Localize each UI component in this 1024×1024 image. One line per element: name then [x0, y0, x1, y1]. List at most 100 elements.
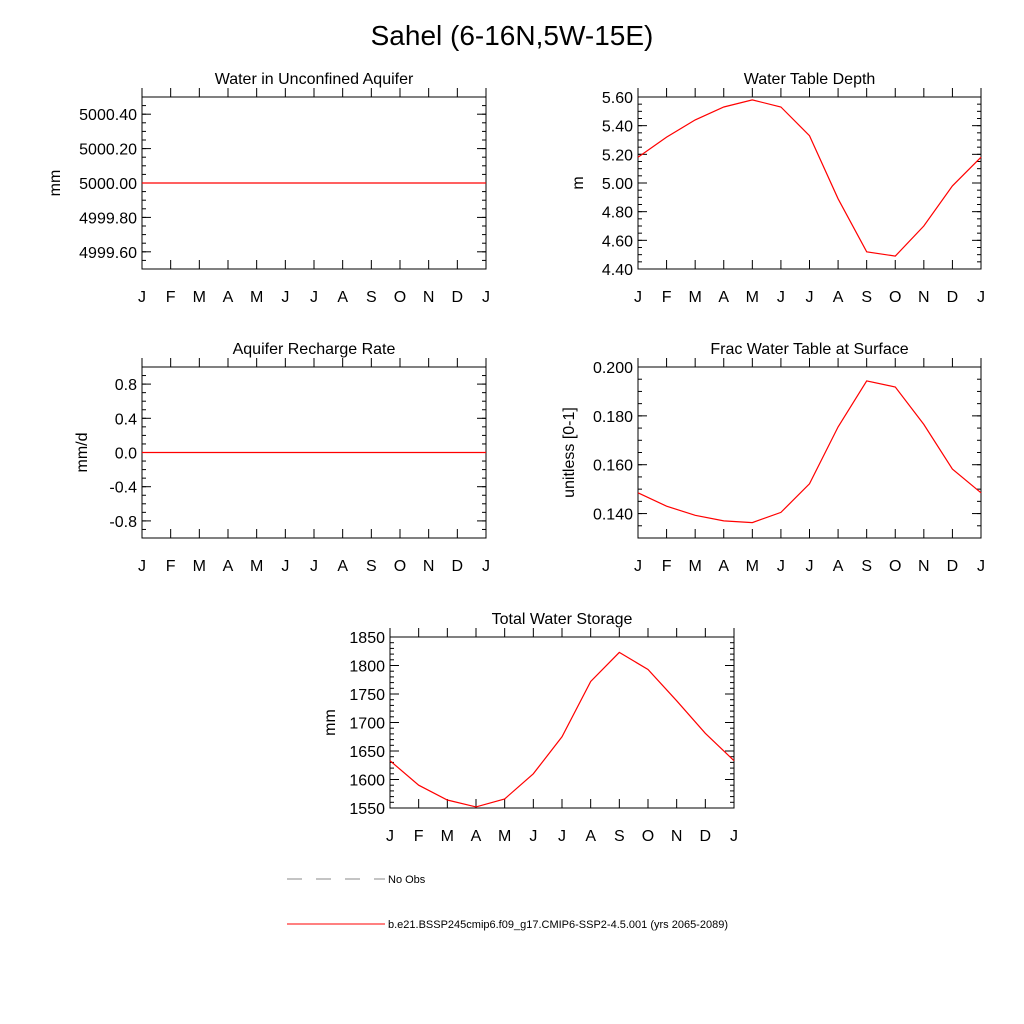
- x-tick-label: J: [806, 289, 814, 306]
- x-tick-label: S: [614, 828, 625, 845]
- x-tick-label: D: [452, 558, 464, 575]
- x-tick-label: N: [671, 828, 683, 845]
- x-tick-label: M: [250, 558, 263, 575]
- x-tick-label: J: [138, 558, 146, 575]
- x-tick-label: M: [193, 289, 206, 306]
- x-tick-label: A: [585, 828, 596, 845]
- x-tick-label: A: [833, 289, 844, 306]
- y-tick-label: 0.8: [115, 377, 137, 394]
- y-tick-label: 4999.60: [79, 245, 137, 262]
- x-tick-label: J: [482, 289, 490, 306]
- x-tick-label: J: [634, 289, 642, 306]
- x-tick-label: A: [718, 558, 729, 575]
- x-tick-label: N: [423, 289, 435, 306]
- x-tick-label: O: [889, 289, 901, 306]
- x-tick-label: M: [441, 828, 454, 845]
- chart-title: Aquifer Recharge Rate: [233, 341, 396, 358]
- y-tick-label: 0.200: [593, 360, 633, 377]
- x-tick-label: O: [394, 289, 406, 306]
- y-tick-label: 5.60: [602, 90, 633, 107]
- legend-label-no-obs: No Obs: [388, 874, 426, 886]
- x-tick-label: J: [777, 289, 785, 306]
- chart-title: Water Table Depth: [744, 71, 876, 88]
- x-tick-label: N: [918, 289, 930, 306]
- y-tick-label: 1750: [349, 687, 385, 704]
- x-tick-label: S: [861, 289, 872, 306]
- x-tick-label: J: [482, 558, 490, 575]
- x-tick-label: O: [889, 558, 901, 575]
- y-tick-label: 0.0: [115, 446, 137, 463]
- y-axis-label: unitless [0-1]: [561, 407, 578, 498]
- x-tick-label: J: [977, 289, 985, 306]
- x-tick-label: O: [394, 558, 406, 575]
- x-tick-label: D: [947, 289, 959, 306]
- y-tick-label: -0.8: [109, 514, 137, 531]
- x-tick-label: A: [471, 828, 482, 845]
- y-axis-label: mm/d: [74, 433, 91, 473]
- x-tick-label: F: [166, 289, 176, 306]
- x-tick-label: J: [281, 289, 289, 306]
- x-tick-label: J: [529, 828, 537, 845]
- x-tick-label: M: [689, 558, 702, 575]
- x-tick-label: J: [634, 558, 642, 575]
- x-tick-label: D: [947, 558, 959, 575]
- y-tick-label: 1600: [349, 773, 385, 790]
- y-tick-label: 5.40: [602, 119, 633, 136]
- x-tick-label: N: [423, 558, 435, 575]
- x-tick-label: A: [833, 558, 844, 575]
- x-tick-label: A: [223, 289, 234, 306]
- series-line: [637, 99, 982, 257]
- chart-title: Total Water Storage: [492, 611, 633, 628]
- x-tick-label: O: [642, 828, 654, 845]
- x-tick-label: F: [662, 558, 672, 575]
- y-tick-label: 0.160: [593, 458, 633, 475]
- chart-title: Water in Unconfined Aquifer: [215, 71, 414, 88]
- y-tick-label: 4.40: [602, 262, 633, 279]
- x-tick-label: A: [223, 558, 234, 575]
- y-axis-label: mm: [47, 170, 64, 197]
- y-tick-label: 4.80: [602, 205, 633, 222]
- x-tick-label: M: [689, 289, 702, 306]
- x-tick-label: S: [861, 558, 872, 575]
- x-tick-label: F: [166, 558, 176, 575]
- y-tick-label: -0.4: [109, 480, 137, 497]
- page-title: Sahel (6-16N,5W-15E): [370, 20, 654, 51]
- series-line: [389, 651, 735, 808]
- x-tick-label: M: [746, 558, 759, 575]
- y-tick-label: 1800: [349, 659, 385, 676]
- x-tick-label: F: [414, 828, 424, 845]
- x-tick-label: M: [193, 558, 206, 575]
- x-tick-label: A: [337, 558, 348, 575]
- x-tick-label: M: [746, 289, 759, 306]
- x-tick-label: S: [366, 289, 377, 306]
- y-tick-label: 1850: [349, 630, 385, 647]
- y-tick-label: 5000.40: [79, 107, 137, 124]
- plot-frame: [637, 96, 982, 270]
- x-tick-label: D: [700, 828, 712, 845]
- plot-frame: [141, 366, 487, 539]
- x-tick-label: J: [138, 289, 146, 306]
- y-tick-label: 0.4: [115, 411, 137, 428]
- y-tick-label: 4.60: [602, 233, 633, 250]
- y-tick-label: 5000.00: [79, 176, 137, 193]
- x-tick-label: J: [310, 558, 318, 575]
- x-tick-label: J: [977, 558, 985, 575]
- plot-frame: [141, 96, 487, 270]
- y-tick-label: 0.180: [593, 409, 633, 426]
- y-tick-label: 1650: [349, 744, 385, 761]
- x-tick-label: J: [558, 828, 566, 845]
- series-line: [637, 380, 982, 524]
- legend-label-model-run: b.e21.BSSP245cmip6.f09_g17.CMIP6-SSP2-4.…: [388, 919, 728, 931]
- y-tick-label: 5.20: [602, 147, 633, 164]
- plot-frame: [637, 366, 982, 539]
- x-tick-label: S: [366, 558, 377, 575]
- x-tick-label: J: [386, 828, 394, 845]
- x-tick-label: J: [281, 558, 289, 575]
- y-tick-label: 0.140: [593, 507, 633, 524]
- y-axis-label: mm: [322, 709, 339, 736]
